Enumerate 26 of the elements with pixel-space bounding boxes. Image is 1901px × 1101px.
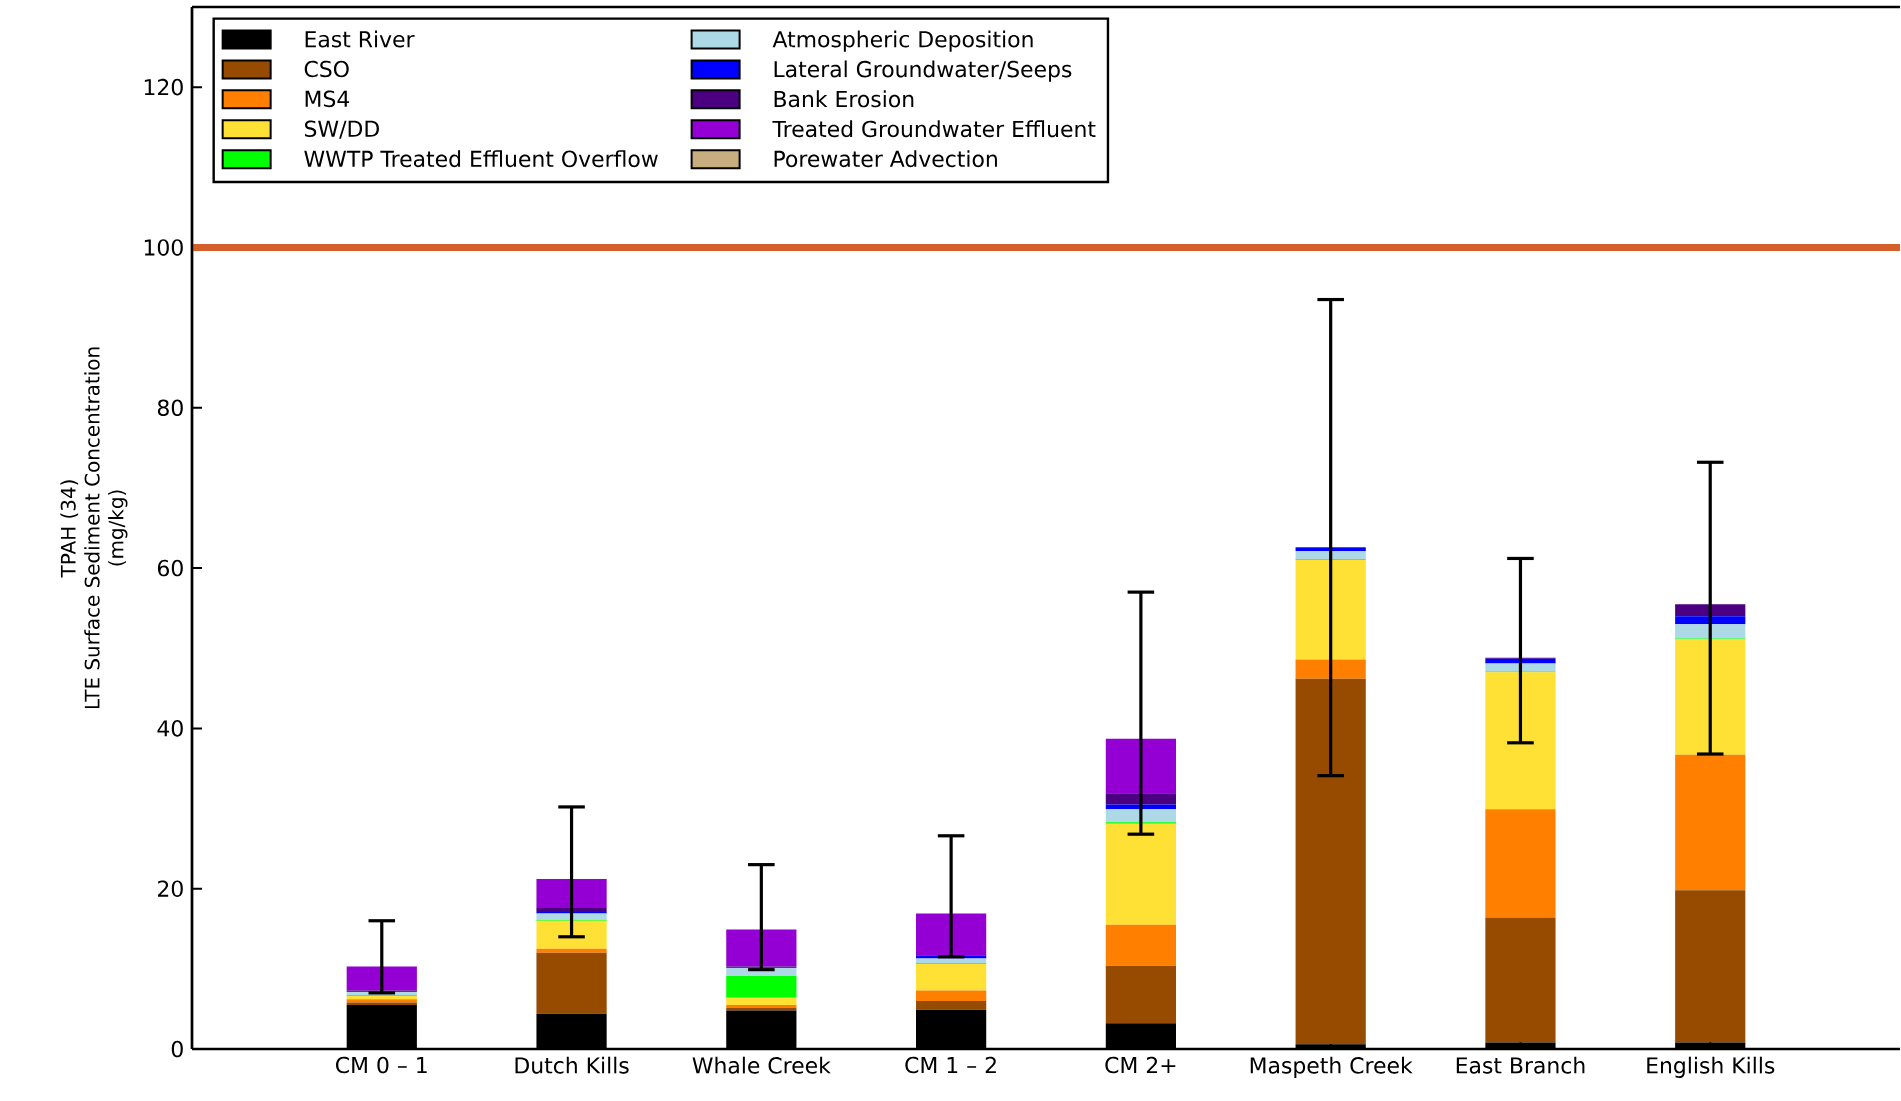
legend-label: Bank Erosion xyxy=(774,90,914,108)
legend-label: Lateral Groundwater/Seeps xyxy=(774,60,1072,82)
legend-label: SW/DD xyxy=(304,120,379,139)
x-tick-label: Whale Creek xyxy=(692,1056,831,1074)
legend-label: MS4 xyxy=(305,90,350,108)
y-tick-label: 0 xyxy=(171,1040,183,1058)
legend-label: CSO xyxy=(304,60,349,78)
y-tick-label: 80 xyxy=(157,399,183,417)
y-tick-label: 20 xyxy=(158,880,183,897)
x-tick-label: Dutch Kills xyxy=(515,1056,629,1074)
legend-label: Atmospheric Deposition xyxy=(772,30,1033,52)
x-tick-label: CM 2+ xyxy=(1105,1056,1176,1074)
y-tick-label: 40 xyxy=(157,720,183,737)
x-tick-label: CM 1 – 2 xyxy=(905,1056,996,1074)
x-tick-label: East Branch xyxy=(1456,1056,1585,1074)
y-tick-label: 100 xyxy=(144,239,183,256)
legend-label: Treated Groundwater Effluent xyxy=(772,120,1096,138)
x-tick-label: CM 0 – 1 xyxy=(336,1056,427,1074)
x-tick-label: Maspeth Creek xyxy=(1250,1056,1413,1078)
x-tick-label: English Kills xyxy=(1647,1056,1775,1078)
legend-label: Porewater Advection xyxy=(774,150,997,168)
legend-label: East River xyxy=(305,30,415,48)
y-axis-title: TPAH (34) LTE Surface Sediment Concentration (mg/kg) xyxy=(60,347,128,709)
legend-label: WWTP Treated Effluent Overflow xyxy=(304,150,658,168)
y-tick-label: 60 xyxy=(157,559,183,577)
y-tick-label: 120 xyxy=(144,78,183,96)
